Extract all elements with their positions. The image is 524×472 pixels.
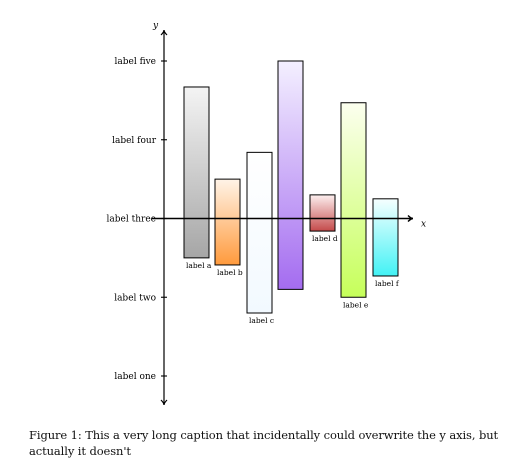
y-tick-label: label two xyxy=(114,293,156,303)
bar-labels: label a label b label c label d label e label… xyxy=(186,234,400,325)
bar-chart: label one label two label three label four l… xyxy=(107,21,426,406)
y-ticks: label one label two label three label four l… xyxy=(107,57,167,382)
bar-label: label d xyxy=(312,234,338,243)
bar-label: label a xyxy=(186,261,212,270)
bar-label: label e xyxy=(343,300,369,309)
x-axis-arrow-right xyxy=(407,215,414,222)
y-axis-arrow-top xyxy=(160,29,168,36)
bar-label-b xyxy=(214,178,241,266)
y-tick-label: label four xyxy=(112,136,157,146)
y-tick-label: label one xyxy=(114,372,156,382)
bar-label: label f xyxy=(375,279,400,288)
bar-label-c xyxy=(246,151,273,314)
bar-label-d xyxy=(309,194,336,232)
y-axis-arrow-bottom xyxy=(160,399,168,406)
bar-unlabeled xyxy=(277,60,304,290)
y-tick-label: label three xyxy=(107,215,156,225)
axes-layer: y x xyxy=(152,21,426,406)
x-axis-label: x xyxy=(421,220,426,230)
bars-layer xyxy=(183,60,399,314)
bar-label: label c xyxy=(249,316,274,325)
y-axis-label: y xyxy=(152,21,159,31)
y-tick-label: label five xyxy=(115,57,156,67)
bar-label: label b xyxy=(217,268,243,277)
bar-label-a xyxy=(183,86,210,259)
bar-label-f xyxy=(372,198,399,277)
bar-label-e xyxy=(340,102,367,298)
figure-caption: Figure 1: This a very long caption that … xyxy=(29,428,499,458)
